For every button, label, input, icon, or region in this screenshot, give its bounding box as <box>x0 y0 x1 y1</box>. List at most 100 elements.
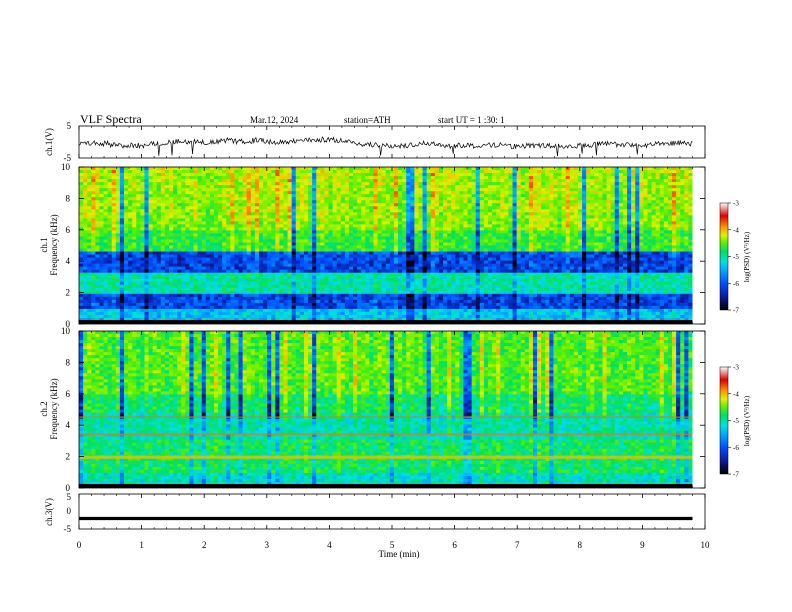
spectrogram-cell <box>103 254 109 258</box>
spectrogram-cell <box>586 260 591 265</box>
spectrogram-cell <box>140 266 145 271</box>
spectrogram-cell <box>79 167 84 171</box>
spectrogram-cell <box>377 239 383 243</box>
spectrogram-cell <box>144 179 149 183</box>
spectrogram-cell <box>185 230 190 234</box>
spectrogram-cell <box>377 248 383 252</box>
spectrogram-cell <box>606 257 612 261</box>
spectrogram-cell <box>115 179 121 183</box>
spectrogram-cell <box>459 167 464 171</box>
spectrogram-cell <box>181 221 186 225</box>
spectrogram-cell <box>651 224 657 228</box>
spectrogram-cell <box>119 206 125 210</box>
spectrogram-cell <box>226 263 231 268</box>
spectrogram-cell <box>328 233 333 237</box>
spectrogram-cell <box>287 191 293 195</box>
spectrogram-cell <box>672 263 677 268</box>
spectrogram-cell <box>357 224 362 228</box>
spectrogram-cell <box>320 212 325 216</box>
spectrogram-cell <box>602 179 607 183</box>
spectrogram-cell <box>168 257 174 261</box>
spectrogram-cell <box>197 263 203 268</box>
spectrogram-cell <box>99 215 104 219</box>
spectrogram-cell <box>582 197 587 201</box>
spectrogram-cell <box>655 209 661 213</box>
spectrogram-cell <box>553 170 558 174</box>
spectrogram-cell <box>353 251 358 255</box>
spectrogram-cell <box>651 179 657 183</box>
spectrogram-cell <box>553 245 558 249</box>
spectrogram-cell <box>209 266 215 271</box>
spectrogram-cell <box>83 254 88 258</box>
spectrogram-cell <box>377 185 383 189</box>
spectrogram-cell <box>123 260 129 265</box>
spectrogram-cell <box>336 197 342 201</box>
spectrogram-cell <box>91 263 96 268</box>
spectrogram-cell <box>234 206 239 210</box>
spectrogram-cell <box>643 215 648 219</box>
spectrogram-cell <box>365 239 370 243</box>
spectrogram-cell <box>119 260 125 265</box>
spectrogram-cell <box>545 209 550 213</box>
spectrogram-cell <box>209 191 215 195</box>
spectrogram-cell <box>667 236 673 240</box>
spectrogram-cell <box>573 218 579 222</box>
spectrogram-cell <box>111 239 117 243</box>
spectrogram-cell <box>639 236 644 240</box>
spectrogram-cell <box>189 260 194 265</box>
spectrogram-cell <box>111 185 117 189</box>
spectrogram-cell <box>144 227 149 231</box>
spectrogram-cell <box>639 248 644 252</box>
spectrogram-cell <box>156 251 162 255</box>
spectrogram-cell <box>577 173 583 177</box>
spectrogram-cell <box>528 206 534 210</box>
spectrogram-cell <box>173 188 178 192</box>
spectrogram-cell <box>254 251 260 255</box>
spectrogram-cell <box>610 215 616 219</box>
spectrogram-cell <box>627 179 632 183</box>
spectrogram-cell <box>398 212 403 216</box>
spectrogram-cell <box>283 167 288 171</box>
spectrogram-cell <box>320 254 325 258</box>
spectrogram-cell <box>369 239 374 243</box>
spectrogram-cell <box>324 260 329 265</box>
spectrogram-cell <box>532 200 538 204</box>
spectrogram-cell <box>598 197 603 201</box>
spectrogram-cell <box>136 209 141 213</box>
spectrogram-cell <box>189 191 194 195</box>
spectrogram-cell <box>111 209 117 213</box>
spectrogram-cell <box>385 263 391 268</box>
spectrogram-cell <box>492 182 497 186</box>
spectrogram-cell <box>532 242 538 246</box>
spectrogram-cell <box>537 233 542 237</box>
spectrogram-cell <box>598 239 603 243</box>
spectrogram-cell <box>451 233 456 237</box>
spectrogram-cell <box>504 251 509 255</box>
spectrogram-cell <box>226 233 231 237</box>
spectrogram-cell <box>295 263 301 268</box>
spectrogram-cell <box>357 260 362 265</box>
spectrogram-cell <box>115 251 121 255</box>
spectrogram-cell <box>103 260 109 265</box>
spectrogram-cell <box>406 254 411 258</box>
spectrogram-cell <box>663 191 669 195</box>
spectrogram-cell <box>414 248 419 252</box>
spectrogram-cell <box>230 230 235 234</box>
spectrogram-cell <box>524 260 530 265</box>
spectrogram-cell <box>111 182 117 186</box>
spectrogram-cell <box>332 224 338 228</box>
spectrogram-cell <box>312 206 317 210</box>
spectrogram-cell <box>140 206 145 210</box>
spectrogram-cell <box>123 191 129 195</box>
spectrogram-cell <box>582 215 587 219</box>
spectrogram-cell <box>353 218 358 222</box>
spectrogram-cell <box>107 260 113 265</box>
spectrogram-cell <box>402 182 407 186</box>
spectrogram-cell <box>299 200 305 204</box>
spectrogram-cell <box>508 218 513 222</box>
spectrogram-cell <box>320 218 325 222</box>
spectrogram-cell <box>590 206 595 210</box>
spectrogram-cell <box>565 227 571 231</box>
spectrogram-cell <box>414 191 419 195</box>
spectrogram-cell <box>308 185 313 189</box>
